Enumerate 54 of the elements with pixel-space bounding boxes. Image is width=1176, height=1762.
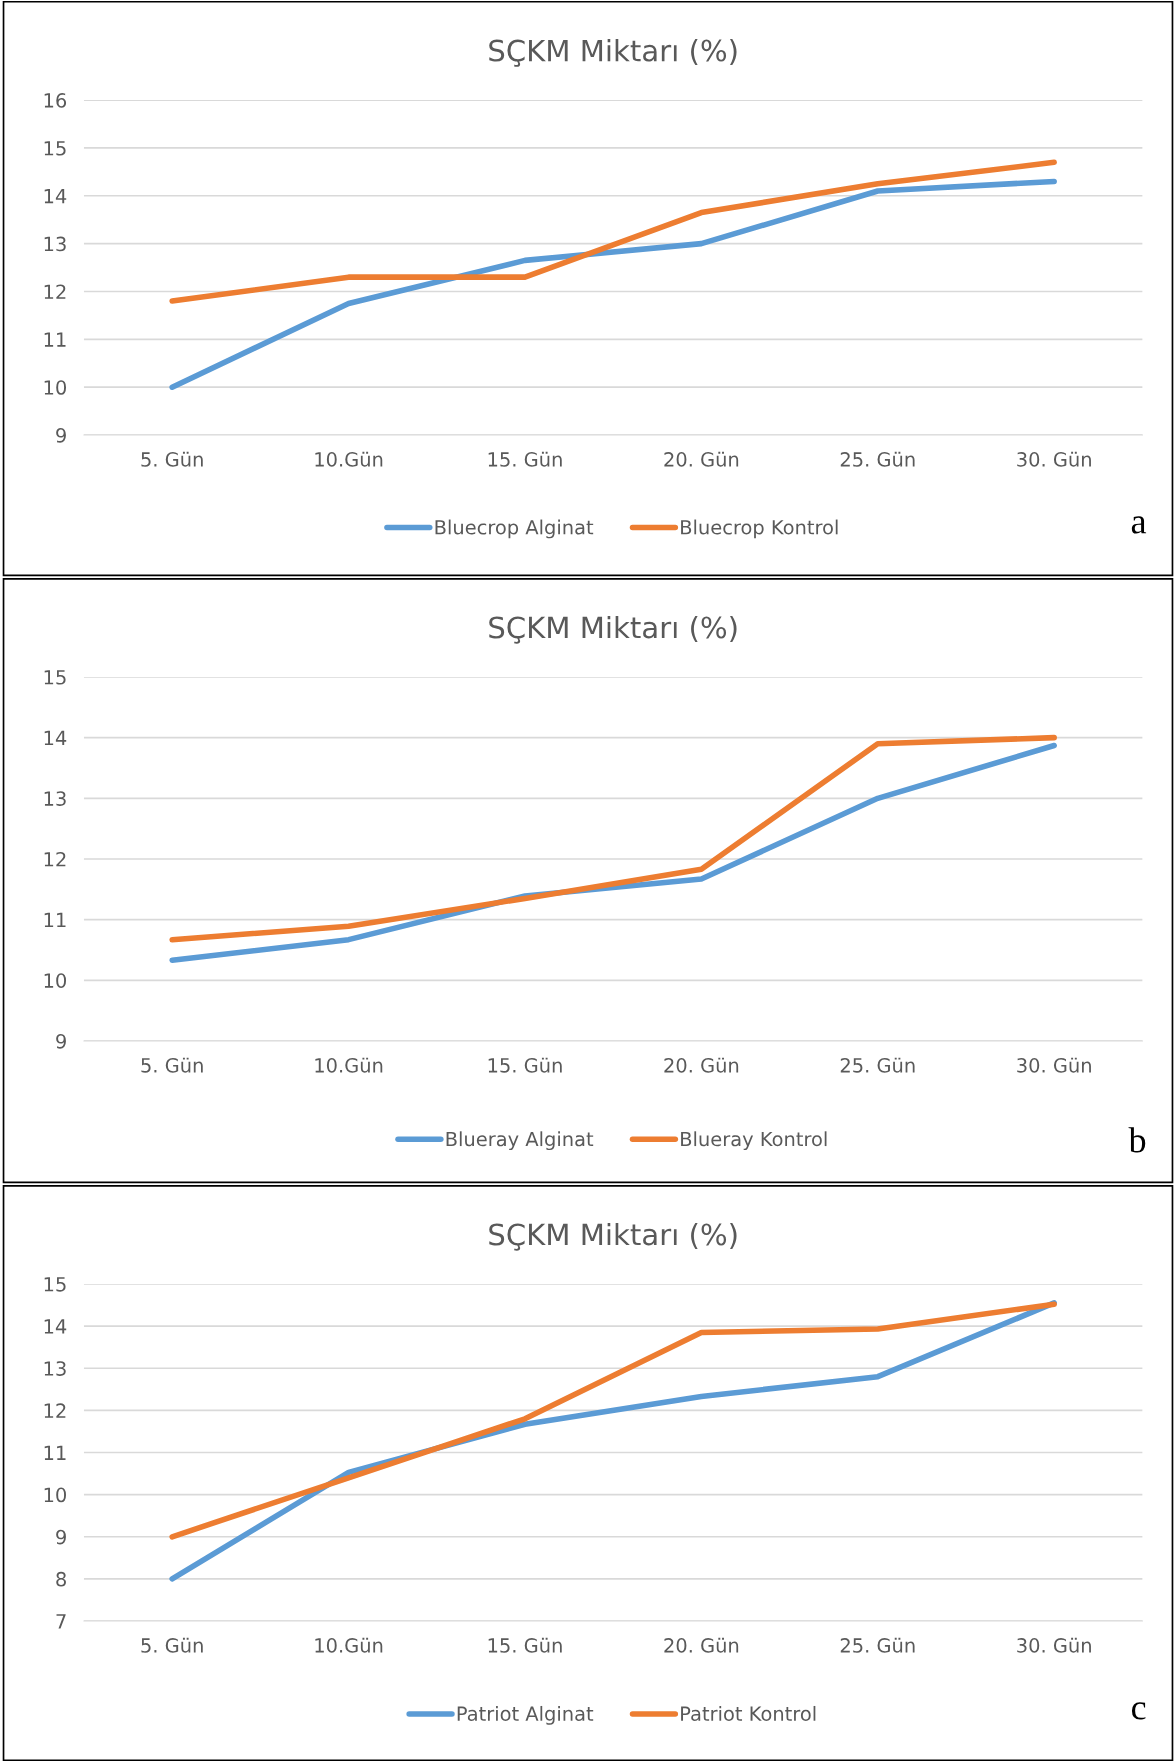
y-tick-label: 10	[44, 1487, 67, 1503]
x-tick-label: 10.Gün	[315, 1057, 383, 1073]
text: b	[1128, 1127, 1146, 1153]
y-tick-label: 13	[44, 236, 66, 252]
x-tick-label: 20. Gün	[664, 1637, 739, 1653]
legend-label: Patriot Alginat	[457, 1705, 594, 1725]
y-tick-label: 13	[44, 1361, 66, 1376]
x-tick-label: 10.Gün	[315, 451, 383, 467]
x-tick-label: 20. Gün	[664, 451, 739, 467]
x-tick-label: 5. Gün	[141, 1057, 203, 1073]
legend-label: Blueray Kontrol	[681, 1131, 827, 1151]
x-tick-label: 15. Gün	[488, 451, 562, 467]
legend-label: Blueray Alginat	[446, 1131, 594, 1151]
x-tick-label: 30. Gün	[1017, 1637, 1091, 1653]
y-tick-label: 14	[44, 1319, 67, 1334]
x-tick-label: 5. Gün	[141, 451, 203, 467]
y-tick-label: 10	[44, 380, 67, 395]
x-tick-label: 25. Gün	[840, 1637, 915, 1653]
y-tick-label: 14	[44, 730, 67, 746]
y-tick-label: 12	[44, 1403, 66, 1418]
y-tick-label: 15	[44, 141, 66, 156]
y-tick-label: 11	[44, 912, 66, 928]
x-tick-label: 15. Gün	[488, 1057, 562, 1073]
legend-label: Patriot Kontrol	[681, 1705, 816, 1722]
x-tick-label: 25. Gün	[840, 451, 915, 467]
chart-title: SÇKM Miktarı (%)	[489, 615, 737, 644]
y-tick-label: 15	[44, 670, 66, 685]
y-tick-label: 9	[56, 1529, 66, 1545]
y-tick-label: 15	[44, 1277, 66, 1292]
y-tick-label: 8	[56, 1571, 66, 1587]
y-tick-label: 12	[44, 284, 66, 299]
x-tick-label: 25. Gün	[840, 1057, 915, 1073]
y-tick-label: 10	[44, 973, 67, 988]
y-tick-label: 9	[56, 1033, 66, 1049]
y-tick-label: 14	[44, 188, 67, 204]
chart-title: SÇKM Miktarı (%)	[489, 39, 737, 67]
y-tick-label: 11	[44, 332, 66, 347]
y-tick-label: 9	[56, 427, 66, 443]
chart-title: SÇKM Miktarı (%)	[489, 1222, 737, 1251]
x-tick-label: 5. Gün	[141, 1637, 203, 1653]
y-tick-label: 13	[44, 791, 66, 806]
legend-label: Bluecrop Alginat	[435, 519, 594, 539]
legend-label: Bluecrop Kontrol	[681, 519, 838, 539]
x-tick-label: 30. Gün	[1017, 451, 1091, 467]
x-tick-label: 30. Gün	[1017, 1057, 1091, 1073]
x-tick-label: 20. Gün	[664, 1057, 739, 1073]
y-tick-label: 11	[44, 1445, 66, 1460]
y-tick-label: 16	[44, 93, 67, 108]
text: a	[1131, 516, 1147, 534]
x-tick-label: 10.Gün	[315, 1637, 383, 1653]
text: c	[1131, 1702, 1146, 1720]
x-tick-label: 15. Gün	[488, 1637, 562, 1653]
y-tick-label: 12	[44, 851, 66, 867]
y-tick-label: 7	[56, 1614, 66, 1629]
